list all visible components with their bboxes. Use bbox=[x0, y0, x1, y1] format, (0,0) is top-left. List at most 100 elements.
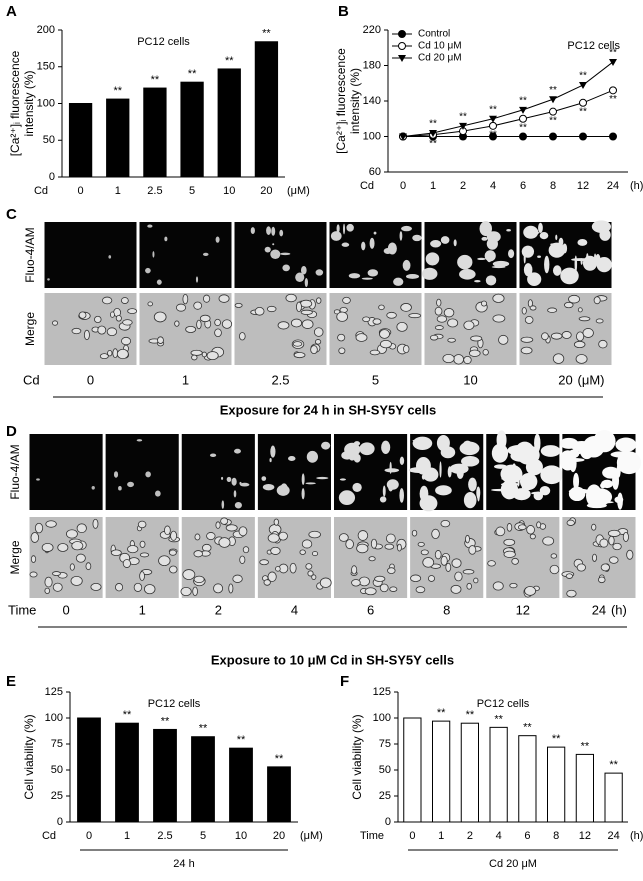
cell-signal bbox=[156, 279, 162, 285]
cell-signal bbox=[301, 488, 305, 500]
cell bbox=[552, 353, 565, 364]
cell bbox=[202, 294, 211, 303]
cell-signal bbox=[555, 234, 558, 241]
cell bbox=[466, 582, 472, 590]
cell-signal bbox=[492, 260, 510, 267]
cell-signal bbox=[459, 269, 476, 280]
cell bbox=[454, 571, 463, 582]
cell-signal bbox=[573, 472, 580, 490]
cell bbox=[70, 575, 83, 586]
cell-signal bbox=[461, 259, 464, 266]
cell bbox=[379, 329, 390, 339]
cell bbox=[99, 353, 109, 360]
cell bbox=[267, 571, 277, 582]
data-point bbox=[489, 132, 497, 141]
cell-signal bbox=[221, 500, 225, 509]
cell bbox=[213, 583, 224, 594]
x-tick-label: 0 bbox=[86, 830, 92, 842]
cell-signal bbox=[369, 237, 375, 249]
cell bbox=[273, 518, 279, 526]
cell-signal bbox=[336, 224, 340, 233]
bar bbox=[460, 722, 479, 823]
cell bbox=[576, 331, 585, 342]
cell bbox=[492, 581, 504, 591]
cell-signal bbox=[574, 255, 578, 273]
bar bbox=[217, 68, 241, 178]
cell bbox=[239, 332, 246, 341]
cell bbox=[547, 307, 558, 313]
cell-signal bbox=[195, 276, 199, 283]
cell-signal bbox=[538, 222, 543, 233]
cell-signal bbox=[348, 451, 356, 461]
cell-signal bbox=[449, 463, 469, 474]
y-tick-label: 220 bbox=[363, 24, 381, 36]
x-tick-label: 4 bbox=[490, 180, 496, 192]
cell bbox=[122, 319, 133, 326]
cell bbox=[254, 306, 265, 316]
cell-signal bbox=[562, 243, 568, 254]
bar bbox=[229, 747, 253, 823]
significance: ** bbox=[151, 74, 160, 86]
significance: ** bbox=[275, 753, 284, 765]
cell bbox=[110, 549, 122, 557]
cell-signal bbox=[233, 490, 237, 498]
cell-signal bbox=[569, 454, 577, 473]
cell-signal bbox=[523, 253, 526, 264]
cell-signal bbox=[250, 227, 255, 234]
cell bbox=[115, 314, 122, 322]
cell-signal bbox=[47, 278, 50, 281]
y-tick-label: 0 bbox=[385, 816, 391, 828]
cell bbox=[293, 352, 306, 359]
cell-signal bbox=[262, 483, 275, 491]
cell bbox=[225, 524, 238, 532]
cell bbox=[301, 319, 314, 329]
fluorescence-image bbox=[181, 434, 255, 510]
cell-signal bbox=[339, 478, 346, 481]
cell bbox=[379, 339, 392, 349]
cell bbox=[71, 541, 84, 551]
cell-signal bbox=[346, 223, 354, 232]
bar bbox=[68, 103, 93, 178]
cell bbox=[296, 301, 302, 313]
bar bbox=[115, 722, 139, 823]
cell-signal bbox=[521, 483, 524, 489]
row-label: Fluo-4/AM bbox=[8, 444, 22, 499]
cell-signal bbox=[500, 464, 523, 484]
cell bbox=[566, 519, 575, 526]
cell-signal bbox=[306, 450, 319, 463]
cell bbox=[506, 523, 513, 532]
legend-marker bbox=[398, 55, 406, 62]
column-label: 5 bbox=[372, 372, 379, 387]
cell bbox=[427, 575, 436, 582]
y-axis-label: [Ca²⁺]ᵢ fluorescence bbox=[334, 48, 348, 154]
cell bbox=[193, 550, 203, 558]
cell-signal bbox=[474, 279, 481, 283]
cell bbox=[608, 535, 615, 546]
cell bbox=[239, 555, 246, 564]
cell bbox=[358, 576, 370, 587]
column-unit: (h) bbox=[611, 602, 627, 617]
cell bbox=[600, 563, 610, 572]
cell bbox=[106, 327, 118, 337]
y-tick-label: 50 bbox=[379, 764, 391, 776]
cell-signal bbox=[301, 473, 305, 486]
cell-signal bbox=[615, 437, 637, 452]
data-point bbox=[609, 58, 617, 66]
column-label: 20 bbox=[558, 372, 572, 387]
cell bbox=[29, 571, 38, 578]
cell bbox=[550, 553, 558, 559]
cell-signal bbox=[152, 251, 155, 258]
cell bbox=[487, 560, 496, 567]
cell bbox=[182, 293, 189, 305]
cell bbox=[263, 579, 271, 586]
bar bbox=[518, 735, 537, 823]
cell-signal bbox=[321, 441, 331, 450]
bar bbox=[267, 766, 291, 823]
cell bbox=[410, 574, 422, 583]
cell bbox=[492, 314, 506, 323]
cell bbox=[445, 562, 452, 572]
cell bbox=[180, 586, 192, 597]
cell bbox=[442, 353, 455, 364]
cell bbox=[568, 294, 581, 304]
cell bbox=[408, 313, 422, 319]
